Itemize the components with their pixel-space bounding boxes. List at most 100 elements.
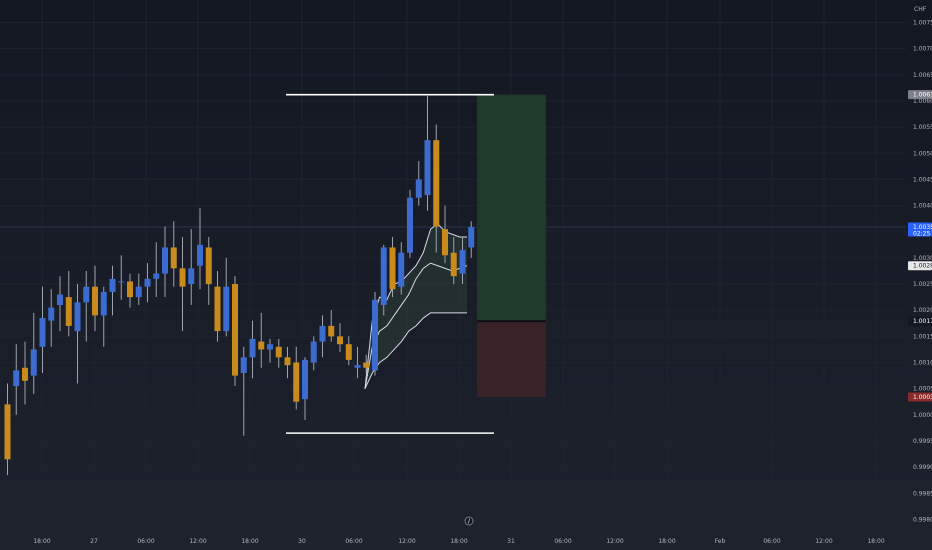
candle-body xyxy=(302,359,308,400)
candle-body xyxy=(223,286,230,332)
candle-body xyxy=(48,307,55,321)
candle-body xyxy=(109,278,116,292)
price-tick-label: 1.00100 xyxy=(913,360,932,367)
time-tick-label: 18:00 xyxy=(867,538,884,545)
loss-zone[interactable] xyxy=(477,321,546,398)
candle-body xyxy=(30,349,37,376)
candles xyxy=(4,94,475,475)
candle-body xyxy=(100,291,107,316)
band-fill xyxy=(365,223,467,389)
time-tick-label: 31 xyxy=(507,538,515,545)
candle-body xyxy=(13,370,20,387)
candle-body xyxy=(162,247,168,274)
candle-body xyxy=(337,336,343,345)
time-tick-label: 27 xyxy=(90,538,98,545)
price-tick-label: 1.00750 xyxy=(913,19,932,26)
candle-body xyxy=(407,197,413,253)
price-tag-current-countdown: 02:25 xyxy=(913,231,930,238)
price-tick-label: 1.00200 xyxy=(913,307,932,314)
candle-body xyxy=(240,357,247,373)
markers xyxy=(464,516,474,526)
price-tag-entry[interactable] xyxy=(908,316,932,326)
price-tick-label: 1.00600 xyxy=(913,98,932,105)
candle-body xyxy=(433,140,440,227)
time-tick-label: 06:00 xyxy=(763,538,780,545)
price-tick-label: 0.99800 xyxy=(913,516,932,523)
time-tick-label: 12:00 xyxy=(606,538,623,545)
candle-body xyxy=(293,362,300,402)
range-lines[interactable] xyxy=(286,93,494,434)
candle-body xyxy=(135,286,142,298)
price-tick-label: 0.99850 xyxy=(913,490,932,497)
candle-body xyxy=(74,302,81,332)
candle-body xyxy=(442,229,448,256)
time-tick-label: 06:00 xyxy=(345,538,362,545)
price-tag-mid[interactable] xyxy=(908,261,932,271)
price-tag-target[interactable] xyxy=(908,90,932,100)
candle-body xyxy=(22,367,28,381)
candle-body xyxy=(258,341,265,350)
price-tag-target-text: 1.00612 xyxy=(913,92,932,99)
price-axis[interactable]: CHF 1.00750 1.00700 1.00650 1.00600 1.00550 1.… xyxy=(908,6,932,523)
price-tick-label: 1.00450 xyxy=(913,176,932,183)
price-tick-label: 0.99950 xyxy=(913,438,932,445)
candle-body xyxy=(328,325,335,337)
time-tick-label: 06:00 xyxy=(554,538,571,545)
candle-body xyxy=(144,278,151,287)
price-tag-stop-text: 1.00034 xyxy=(913,394,932,401)
price-tick-label: 1.00650 xyxy=(913,72,932,79)
band-lower-line[interactable] xyxy=(364,312,467,389)
candle-body xyxy=(188,268,195,285)
candle-body xyxy=(398,252,405,287)
candle-body xyxy=(205,247,212,285)
candle-body xyxy=(415,179,422,198)
candle-body xyxy=(424,140,431,196)
candle-body xyxy=(284,357,291,366)
price-tick-label: 1.00550 xyxy=(913,124,932,131)
position-tool[interactable] xyxy=(477,94,546,398)
candle-body xyxy=(92,286,98,316)
price-tag-stop[interactable] xyxy=(908,392,932,402)
profit-zone[interactable] xyxy=(477,94,546,322)
time-tick-label: 18:00 xyxy=(241,538,258,545)
currency-label: CHF xyxy=(914,6,927,13)
price-tag-current[interactable] xyxy=(908,222,932,237)
candle-body xyxy=(65,297,72,326)
price-tag-entry-text: 1.00179 xyxy=(913,318,932,325)
candle-body xyxy=(232,284,238,376)
candle-body xyxy=(459,250,466,274)
candle-body xyxy=(267,344,273,350)
candle-body xyxy=(310,341,317,363)
price-tick-label: 1.00700 xyxy=(913,46,932,53)
candle-body xyxy=(57,294,63,305)
time-tick-label: 06:00 xyxy=(137,538,154,545)
candle-body xyxy=(450,252,457,277)
candle-body xyxy=(275,346,282,358)
time-tick-label: Feb xyxy=(715,538,726,545)
time-tick-label: 12:00 xyxy=(189,538,206,545)
time-tick-label: 12:00 xyxy=(398,538,415,545)
candle-body xyxy=(319,325,326,342)
time-tick-label: 18:00 xyxy=(658,538,675,545)
time-tick-label: 30 xyxy=(298,538,306,545)
candle-body xyxy=(179,268,186,287)
candle-body xyxy=(118,281,125,283)
candle-body xyxy=(363,362,370,368)
candle-body xyxy=(345,344,352,360)
candle-body xyxy=(372,299,378,371)
time-tick-label: 18:00 xyxy=(33,538,50,545)
event-marker-glyph xyxy=(467,518,471,524)
candle-body xyxy=(83,286,90,303)
price-tag-current-text: 1.00359 xyxy=(913,224,932,231)
band-middle-line[interactable] xyxy=(364,262,468,389)
candle-body xyxy=(153,273,160,279)
time-axis[interactable]: 18:00 27 06:00 12:00 18:00 30 06:00 12:00 18:00 3… xyxy=(33,538,884,545)
candle-body xyxy=(197,244,203,266)
time-tick-label: 12:00 xyxy=(815,538,832,545)
price-tick-label: 1.00150 xyxy=(913,333,932,340)
candle-body xyxy=(354,365,361,368)
price-tag-mid-text: 1.00285 xyxy=(913,263,932,270)
candle-body xyxy=(127,281,133,298)
